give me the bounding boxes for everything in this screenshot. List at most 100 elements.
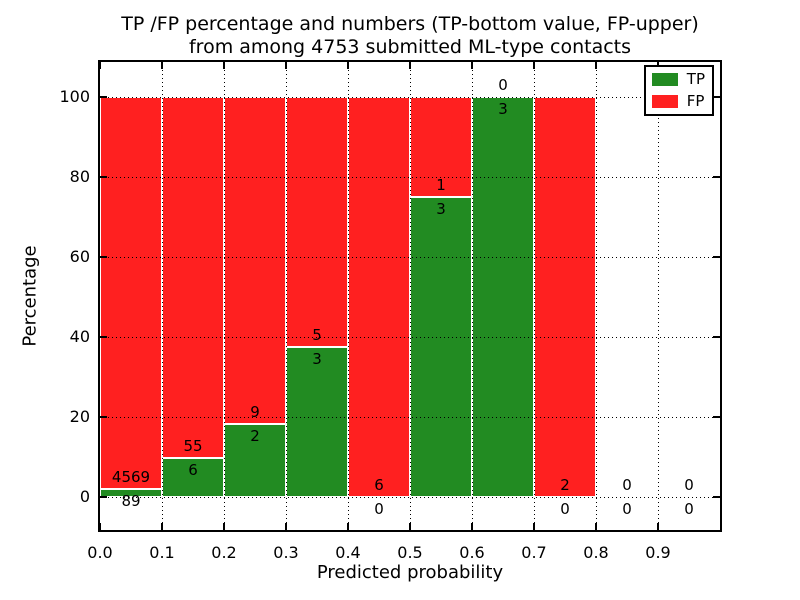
y-tick-mark [713, 496, 720, 498]
y-tick-label: 0 [79, 487, 90, 506]
x-tick-label: 0.6 [459, 543, 485, 562]
grid-line-v [472, 62, 473, 530]
x-tick-label: 0.5 [397, 543, 423, 562]
y-tick-mark [100, 416, 107, 418]
bar-segment-tp [162, 457, 224, 497]
x-tick-mark [595, 523, 597, 530]
tp-color-swatch [651, 73, 678, 86]
tp-count-label: 0 [374, 500, 384, 518]
x-tick-label: 0.9 [645, 543, 671, 562]
tp-count-label: 3 [312, 350, 322, 368]
x-tick-label: 0.4 [335, 543, 361, 562]
y-tick-mark [100, 96, 107, 98]
bar-segment-tp [410, 197, 472, 497]
grid-line-v [658, 62, 659, 530]
x-tick-mark [285, 62, 287, 69]
y-tick-label: 60 [69, 247, 90, 266]
bar-segment-fp [534, 97, 596, 497]
fp-count-label: 5 [312, 326, 322, 344]
chart-title-line1: TP /FP percentage and numbers (TP-bottom… [121, 13, 699, 35]
bar-segment-tp [472, 97, 534, 497]
bar-segment-fp [348, 97, 410, 497]
y-axis-label: Percentage [19, 245, 41, 347]
x-tick-mark [161, 523, 163, 530]
y-tick-label: 40 [69, 327, 90, 346]
x-tick-mark [595, 62, 597, 69]
y-tick-mark [713, 416, 720, 418]
x-tick-mark [657, 523, 659, 530]
y-tick-mark [100, 256, 107, 258]
legend-label-fp: FP [686, 92, 705, 110]
legend-item-tp: TP [651, 70, 705, 88]
x-tick-mark [347, 62, 349, 69]
fp-color-swatch [651, 95, 678, 108]
fp-count-label: 0 [498, 76, 508, 94]
fp-count-label: 0 [684, 476, 694, 494]
fp-count-label: 2 [560, 476, 570, 494]
y-tick-mark [100, 336, 107, 338]
legend: TP FP [643, 65, 714, 116]
x-tick-mark [223, 523, 225, 530]
tp-count-label: 2 [250, 427, 260, 446]
y-tick-mark [713, 96, 720, 98]
bar-segment-fp [410, 97, 472, 197]
y-tick-label: 80 [69, 167, 90, 186]
x-tick-mark [533, 62, 535, 69]
y-tick-mark [713, 336, 720, 338]
tp-count-label: 0 [560, 500, 570, 518]
grid-line-v [596, 62, 597, 530]
x-tick-mark [409, 523, 411, 530]
x-tick-mark [285, 523, 287, 530]
fp-count-label: 9 [250, 403, 260, 422]
legend-label-tp: TP [686, 70, 705, 88]
fp-count-label: 1 [436, 176, 446, 194]
y-tick-mark [713, 256, 720, 258]
chart-title-line2: from among 4753 submitted ML-type contac… [188, 36, 632, 58]
bar-segment-fp [286, 97, 348, 347]
fp-count-label: 6 [374, 476, 384, 494]
plot-area: TP FP 4569 89 55 6 9 2 5 3 6 0 1 3 0 3 2 0 0 0 0 0 0 20 40 60 80… [59, 60, 722, 562]
y-tick-mark [100, 496, 107, 498]
grid-line-v [348, 62, 349, 530]
x-axis-label: Predicted probability [316, 562, 504, 583]
grid-line-v [534, 62, 535, 530]
grid-line-v [286, 62, 287, 530]
fp-count-label: 55 [183, 436, 203, 455]
bar-segment-tp [286, 347, 348, 497]
y-tick-label: 100 [59, 87, 90, 106]
x-tick-label: 0.1 [149, 543, 175, 562]
grid-line-v [410, 62, 411, 530]
tp-count-label: 3 [498, 100, 508, 118]
x-tick-mark [223, 62, 225, 69]
tp-count-label: 0 [622, 500, 632, 518]
x-tick-mark [99, 523, 101, 530]
bar-segment-tp [100, 489, 162, 497]
bar-segment-fp [100, 97, 162, 490]
bar-segment-fp [224, 97, 286, 425]
grid-line-v [224, 62, 225, 530]
y-tick-mark [713, 176, 720, 178]
x-tick-mark [471, 62, 473, 69]
bar-segment-tp [224, 424, 286, 497]
legend-item-fp: FP [651, 92, 705, 110]
x-tick-mark [347, 523, 349, 530]
grid-line-v [162, 62, 163, 530]
x-tick-mark [99, 62, 101, 69]
x-tick-label: 0.2 [211, 543, 237, 562]
y-tick-label: 20 [69, 407, 90, 426]
tp-count-label: 3 [436, 200, 446, 218]
x-tick-mark [533, 523, 535, 530]
tp-count-label: 0 [684, 500, 694, 518]
x-tick-mark [161, 62, 163, 69]
bar-segment-fp [162, 97, 224, 458]
x-tick-mark [471, 523, 473, 530]
y-tick-mark [100, 176, 107, 178]
x-tick-label: 0.8 [583, 543, 609, 562]
tp-count-label: 89 [121, 492, 141, 511]
fp-count-label: 0 [622, 476, 632, 494]
x-tick-label: 0.7 [521, 543, 547, 562]
chart-title: TP /FP percentage and numbers (TP-bottom… [100, 13, 720, 59]
tp-count-label: 6 [188, 460, 198, 479]
fp-count-label: 4569 [111, 468, 151, 487]
